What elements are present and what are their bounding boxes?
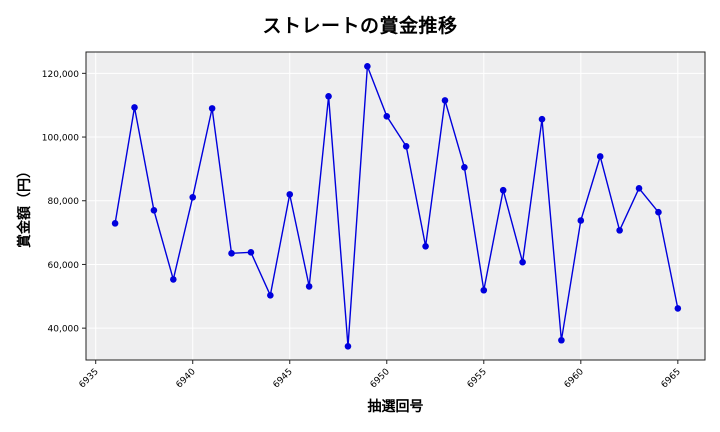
data-point (286, 191, 294, 198)
data-point (499, 186, 507, 194)
data-point (247, 249, 255, 256)
y-tick-label: 60,000 (48, 261, 80, 271)
data-point (441, 97, 449, 104)
data-point (402, 142, 410, 150)
x-tick-label: 6950 (369, 367, 392, 390)
data-point (228, 249, 235, 257)
x-tick-label: 6965 (660, 367, 683, 390)
data-point (538, 115, 546, 123)
y-tick-label: 120,000 (42, 70, 79, 80)
data-point (170, 276, 177, 283)
data-point (635, 185, 643, 192)
data-point (150, 206, 158, 214)
data-point (131, 104, 138, 111)
series-line (114, 66, 679, 347)
y-axis-ticks: 40,000 60,000 80,000 100,000 120,000 (42, 70, 86, 335)
x-axis-ticks: 6935 6940 6945 6950 6955 6960 6965 (78, 360, 683, 390)
data-point (577, 217, 585, 224)
data-point (596, 153, 604, 160)
grid-lines (86, 52, 705, 360)
data-point (111, 220, 119, 227)
data-point (480, 286, 488, 294)
x-axis-label: 抽選回号 (367, 399, 424, 415)
data-point (383, 113, 391, 120)
data-point (305, 283, 313, 290)
data-point (655, 208, 662, 216)
y-tick-label: 100,000 (42, 134, 79, 144)
data-point (616, 227, 623, 234)
data-point (519, 258, 526, 266)
x-tick-label: 6935 (78, 367, 101, 390)
x-tick-label: 6945 (272, 367, 295, 390)
data-point (461, 164, 468, 171)
plot-area (86, 52, 705, 360)
plot-frame (85, 51, 706, 361)
data-point (189, 193, 197, 201)
x-tick-label: 6955 (466, 367, 489, 390)
y-tick-label: 40,000 (48, 325, 80, 335)
data-point (422, 242, 429, 250)
data-point (344, 343, 352, 350)
x-tick-label: 6960 (563, 367, 586, 390)
data-point (674, 305, 682, 312)
data-point (208, 105, 216, 112)
x-tick-label: 6940 (175, 367, 198, 390)
data-series (111, 63, 682, 350)
data-point (325, 92, 332, 100)
data-point (267, 292, 274, 299)
chart-title: ストレートの賞金推移 (262, 15, 458, 37)
data-point (364, 63, 371, 70)
data-point (558, 336, 565, 344)
y-tick-label: 80,000 (48, 197, 80, 207)
